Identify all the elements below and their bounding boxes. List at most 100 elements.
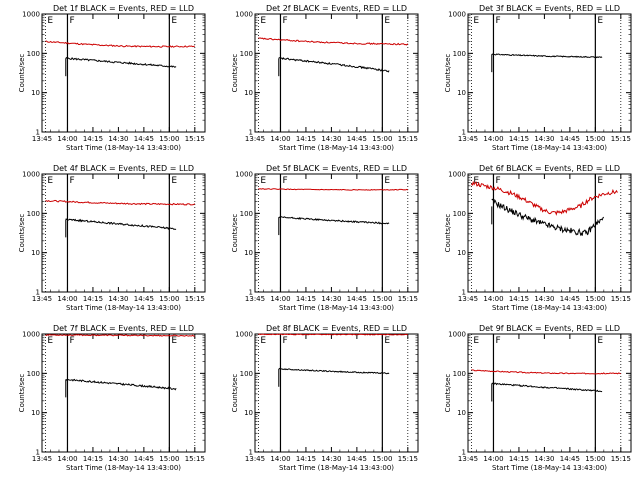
y-tick-label: 1000 [448,11,466,19]
series-events-black [491,382,603,393]
x-tick-label: 14:15 [509,295,529,303]
plot-frame [254,173,419,293]
x-axis-label: Start Time (18-May-14 13:43:00) [492,304,607,312]
x-tick-label: 14:15 [83,295,103,303]
plot-frame [41,333,206,453]
series-lld-red [258,333,408,336]
y-tick-label: 100 [240,50,253,58]
x-tick-label: 14:00 [57,135,77,143]
x-axis-label: Start Time (18-May-14 13:43:00) [279,144,394,152]
plot-frame [254,333,419,453]
x-tick-label: 14:45 [560,135,580,143]
x-tick-label: 14:00 [57,455,77,463]
x-tick-label: 13:45 [245,295,265,303]
panel-title: Det 2f BLACK = Events, RED = LLD [266,4,407,13]
x-tick-label: 15:15 [611,135,631,143]
series-lld-red [258,37,409,46]
y-tick-label: 1000 [22,331,40,339]
event-mark-label: E [597,336,603,346]
x-tick-label: 14:15 [509,135,529,143]
event-mark-label: F [282,176,287,186]
event-mark-label: F [69,176,74,186]
x-tick-label: 13:45 [245,455,265,463]
y-tick-label: 100 [240,210,253,218]
x-tick-label: 15:00 [159,455,179,463]
x-tick-label: 13:45 [245,135,265,143]
panel-title: Det 1f BLACK = Events, RED = LLD [53,4,194,13]
x-tick-label: 14:30 [321,135,341,143]
y-axis-label: Counts/sec [231,374,239,413]
plot-frame [467,173,632,293]
panel-det-5: Det 5f BLACK = Events, RED = LLD 1 10 100 10… [231,164,419,312]
x-tick-label: 15:15 [185,455,205,463]
x-tick-label: 14:30 [534,295,554,303]
event-mark-label: F [495,336,500,346]
y-tick-label: 10 [244,409,253,417]
event-mark-label: E [260,176,266,186]
series-events-black [65,378,177,391]
series-lld-red [45,40,196,48]
y-tick-label: 10 [457,249,466,257]
y-tick-label: 1000 [235,171,253,179]
x-axis-label: Start Time (18-May-14 13:43:00) [279,464,394,472]
event-mark-label: E [171,336,177,346]
event-mark-label: E [171,176,177,186]
x-tick-label: 15:15 [611,295,631,303]
x-tick-label: 14:15 [83,455,103,463]
x-tick-label: 13:45 [32,455,52,463]
event-mark-label: F [282,336,287,346]
x-tick-label: 14:00 [270,455,290,463]
y-axis-label: Counts/sec [18,214,26,253]
series-events-black [278,367,390,375]
x-tick-label: 14:45 [560,295,580,303]
y-tick-label: 1000 [448,331,466,339]
x-tick-label: 13:45 [458,295,478,303]
x-tick-label: 14:30 [321,295,341,303]
y-tick-label: 100 [27,370,40,378]
panel-title: Det 6f BLACK = Events, RED = LLD [479,164,620,173]
y-axis-label: Counts/sec [231,214,239,253]
x-tick-label: 14:30 [108,135,128,143]
y-tick-label: 1 [249,129,253,137]
y-tick-label: 1 [249,289,253,297]
event-mark-label: E [384,176,390,186]
panel-det-2: Det 2f BLACK = Events, RED = LLD 1 10 100 10… [231,4,419,152]
x-axis-label: Start Time (18-May-14 13:43:00) [66,304,181,312]
event-mark-label: E [473,336,479,346]
series-lld-red [471,180,618,216]
panel-title: Det 9f BLACK = Events, RED = LLD [479,324,620,333]
x-tick-label: 14:15 [296,455,316,463]
x-tick-label: 15:15 [185,135,205,143]
y-axis-label: Counts/sec [18,374,26,413]
event-mark-label: E [47,176,53,186]
x-tick-label: 14:45 [134,135,154,143]
y-tick-label: 1000 [235,331,253,339]
series-events-black [65,56,177,68]
y-tick-label: 1 [36,129,40,137]
x-tick-label: 15:15 [398,135,418,143]
y-tick-label: 100 [27,210,40,218]
x-tick-label: 14:30 [534,455,554,463]
x-tick-label: 15:15 [185,295,205,303]
x-tick-label: 14:00 [483,455,503,463]
series-lld-red [45,333,195,337]
event-mark-label: E [597,176,603,186]
x-tick-label: 14:00 [57,295,77,303]
series-lld-red [258,188,409,191]
y-tick-label: 10 [457,89,466,97]
x-tick-label: 14:00 [483,295,503,303]
y-tick-label: 10 [31,409,40,417]
panel-det-7: Det 7f BLACK = Events, RED = LLD 1 10 100 10… [18,324,206,472]
x-tick-label: 15:00 [159,295,179,303]
y-axis-label: Counts/sec [231,54,239,93]
panel-title: Det 5f BLACK = Events, RED = LLD [266,164,407,173]
y-tick-label: 10 [31,249,40,257]
y-tick-label: 100 [27,50,40,58]
panel-det-1: Det 1f BLACK = Events, RED = LLD 1 10 100 10… [18,4,206,152]
x-tick-label: 14:00 [270,295,290,303]
event-mark-label: F [495,176,500,186]
x-tick-label: 14:15 [296,295,316,303]
panel-title: Det 8f BLACK = Events, RED = LLD [266,324,407,333]
x-tick-label: 14:30 [534,135,554,143]
event-mark-label: E [47,336,53,346]
